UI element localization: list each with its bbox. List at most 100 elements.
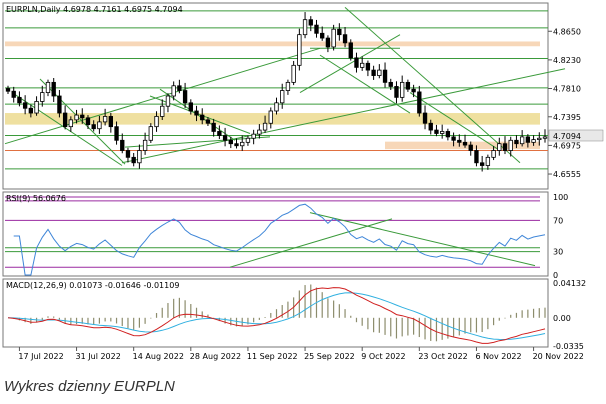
- candle-body: [360, 62, 365, 68]
- candle-body: [434, 129, 439, 134]
- candle-body: [451, 136, 456, 141]
- support-band-lower: [385, 141, 540, 150]
- candle-body: [514, 139, 519, 145]
- candle-body: [291, 64, 296, 83]
- candle-body: [228, 139, 233, 145]
- date-tick-label: 28 Aug 2022: [190, 352, 241, 361]
- candle-body: [171, 85, 176, 97]
- candle-body: [320, 32, 325, 39]
- candle-body: [354, 57, 359, 68]
- macd-axis: 0.04132 0.00 -0.0335: [553, 279, 586, 351]
- macd-signal-line: [7, 292, 546, 341]
- date-tick-label: 17 Jul 2022: [18, 352, 63, 361]
- candle-body: [394, 86, 399, 98]
- candle-body: [457, 139, 462, 143]
- candle-body: [462, 141, 468, 146]
- candle-body: [262, 122, 268, 131]
- candle-body: [422, 112, 428, 124]
- date-tick-label: 14 Aug 2022: [133, 352, 184, 361]
- trendline-17: [409, 92, 501, 151]
- candle-body: [371, 69, 376, 76]
- candle-body: [308, 19, 313, 26]
- candle-body: [120, 139, 125, 151]
- candle-body: [222, 135, 228, 141]
- candle-body: [274, 102, 279, 112]
- candle-body: [479, 162, 485, 166]
- rsi-trendline-0: [229, 218, 393, 268]
- candle-body: [80, 114, 85, 119]
- candle-body: [182, 90, 188, 104]
- candle-body: [165, 95, 171, 107]
- candle-body: [485, 156, 491, 166]
- candle-body: [474, 150, 479, 164]
- candle-body: [177, 85, 182, 91]
- price-tick-label: 4.8650: [553, 27, 581, 36]
- date-axis: 17 Jul 2022 31 Jul 2022 14 Aug 2022 28 Aug …: [18, 347, 584, 361]
- candle-body: [342, 34, 348, 44]
- candle-body: [62, 112, 68, 128]
- candle-body: [211, 122, 216, 132]
- candle-body: [502, 143, 508, 151]
- candle-body: [188, 102, 193, 112]
- candle-body: [5, 88, 11, 92]
- candle-body: [417, 91, 422, 114]
- candle-body: [525, 136, 531, 143]
- candle-body: [428, 122, 433, 131]
- candle-body: [519, 136, 525, 145]
- candle-body: [377, 69, 382, 76]
- candle-body: [34, 101, 39, 114]
- candle-body: [22, 102, 28, 109]
- rsi-tick-label: 0: [553, 271, 558, 280]
- macd-panel: [2, 278, 549, 348]
- candle-body: [148, 126, 153, 141]
- candle-body: [257, 129, 262, 135]
- candle-body: [240, 141, 245, 147]
- trendline-7: [11, 92, 123, 166]
- candle-body: [17, 96, 22, 104]
- candle-body: [68, 119, 74, 128]
- price-tick-label: 4.7395: [553, 113, 581, 122]
- rsi-tick-label: 70: [553, 216, 563, 225]
- candle-body: [405, 81, 411, 90]
- price-tick-label: 4.8230: [553, 56, 581, 65]
- trendline-9: [121, 68, 566, 164]
- rsi-line: [13, 203, 546, 276]
- current-price-label: 4.7094: [553, 132, 581, 141]
- candle-body: [234, 143, 239, 147]
- price-tick-label: 4.7810: [553, 85, 581, 94]
- macd-tick-label: 0.04132: [553, 279, 586, 288]
- date-tick-label: 9 Oct 2022: [361, 352, 405, 361]
- candle-body: [331, 28, 336, 48]
- candle-body: [468, 144, 473, 151]
- symbol-header: EURPLN,Daily 4.6978 4.7161 4.6975 4.7094: [6, 5, 183, 14]
- candle-body: [97, 121, 102, 130]
- candles: [5, 12, 548, 172]
- candle-body: [400, 81, 405, 98]
- candle-body: [314, 24, 319, 34]
- current-price-box: [548, 129, 604, 142]
- candle-body: [102, 116, 108, 123]
- candle-body: [348, 42, 353, 59]
- candle-body: [382, 69, 388, 83]
- rsi-trendlines: [5, 212, 540, 268]
- candle-body: [411, 88, 416, 93]
- trendline-10: [4, 47, 321, 145]
- candle-body: [194, 110, 199, 116]
- price-axis: 4.8650 4.8230 4.7810 4.7395 4.6975 4.6555: [548, 27, 581, 179]
- candle-body: [531, 139, 536, 143]
- date-tick-label: 25 Sep 2022: [304, 352, 355, 361]
- candle-body: [285, 81, 291, 91]
- candle-body: [245, 137, 251, 143]
- date-tick-label: 6 Nov 2022: [475, 352, 521, 361]
- rsi-tick-label: 30: [553, 248, 563, 257]
- candle-body: [108, 116, 114, 128]
- chart-caption: Wykres dzienny EURPLN: [4, 378, 175, 395]
- candle-body: [114, 126, 119, 141]
- candle-body: [51, 81, 56, 97]
- candle-body: [125, 150, 131, 158]
- candle-body: [142, 139, 148, 151]
- date-tick-label: 31 Jul 2022: [76, 352, 121, 361]
- candle-body: [542, 136, 548, 139]
